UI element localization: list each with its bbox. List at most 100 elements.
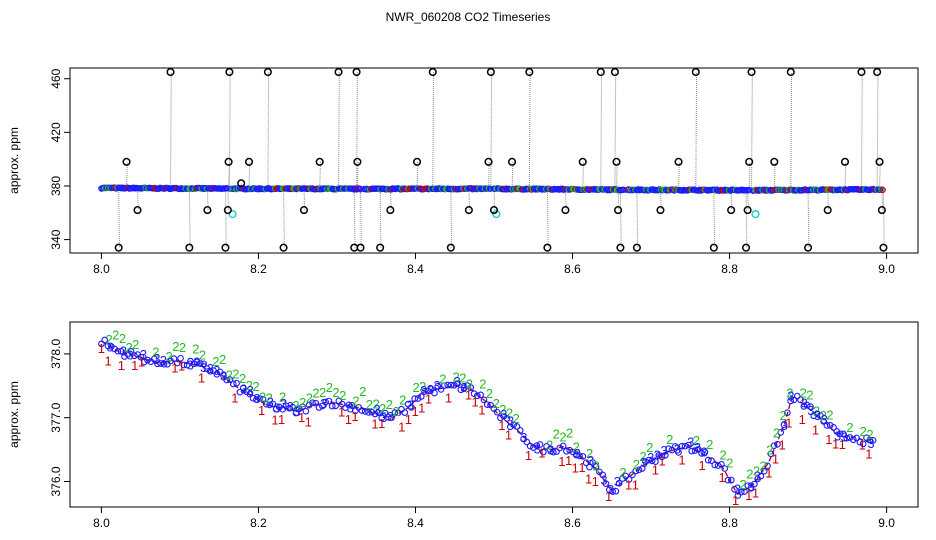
series-circle [632,467,639,475]
series-circle [813,410,821,418]
series-label-1: 1 [698,458,705,473]
spike-point [225,67,234,77]
spike-point [484,157,493,166]
series-circle [797,396,804,404]
series-label-1: 1 [799,412,806,427]
y-tick-label: 420 [49,122,63,142]
spike-line [807,189,810,248]
series-circle [516,427,524,434]
series-circle [375,409,382,416]
y-axis-label: approx. ppm [7,381,21,448]
series-label-3: 3 [834,428,841,443]
series-circle [497,414,504,422]
series-label-2: 2 [126,340,133,355]
series-circle [312,399,320,407]
series-circle [338,400,346,408]
series-circle [599,471,607,479]
spike-point [376,243,385,252]
x-tick-label: 9.0 [878,262,895,276]
series-circle [117,347,125,355]
series-label-1: 1 [418,400,425,415]
series-circle [269,400,277,408]
series-label-1: 1 [411,404,418,419]
y-tick-label: 377.0 [49,402,63,432]
spike-line [227,188,230,211]
series-label-3: 3 [734,482,741,497]
series-circle [823,422,831,429]
series-label-2: 2 [493,396,500,411]
series-label-2: 2 [312,386,319,401]
series-label-3: 3 [347,400,354,415]
series-circle [556,444,564,452]
spike-line [432,72,435,189]
series-circle [454,380,461,387]
series-label-1: 1 [338,405,345,420]
series-label-3: 3 [207,361,214,376]
spike-line [614,72,617,190]
plot-frame [69,67,919,254]
series-circle [206,367,214,375]
series-label-3: 3 [600,472,607,487]
series-label-3: 3 [640,455,647,470]
series-label-2: 2 [666,432,673,447]
series-circle [840,430,847,438]
series-label-1: 1 [765,466,772,481]
spike-point [489,206,499,215]
series-label-3: 3 [607,482,614,497]
spike-line [118,188,120,248]
spike-point [353,157,362,166]
series-label-1: 1 [718,470,725,485]
series-circle [487,401,494,409]
series-circle [605,486,613,494]
series-circle [480,396,488,404]
series-circle [724,476,732,484]
spike-point [709,243,718,252]
spike-line [283,188,285,248]
series-label-2: 2 [479,376,486,391]
series-label-2: 2 [239,371,246,386]
series-label-2: 2 [152,344,159,359]
spike-point [804,243,813,252]
series-circle [714,462,722,469]
spike-line [713,190,716,248]
series-label-2: 2 [773,425,780,440]
series-circle [457,386,465,394]
series-label-2: 2 [459,371,466,386]
series-circle [612,487,620,495]
series-circle [477,391,485,399]
series-circle [576,452,583,460]
cyan-point [492,209,501,219]
series-circle [295,405,303,413]
series-label-2: 2 [319,385,326,400]
spike-line [511,161,514,189]
series-circle [510,421,517,429]
series-label-2: 2 [586,446,593,461]
spike-line [389,188,392,211]
spike-point [464,206,473,215]
series-label-3: 3 [107,339,114,354]
series-label-1: 1 [378,416,385,431]
spike-point [224,157,233,166]
series-circle [286,404,293,412]
spike-line [126,161,128,189]
series-circle [793,392,801,400]
series-circle [774,440,781,448]
series-label-3: 3 [747,479,754,494]
series-label-2: 2 [573,440,580,455]
series-circle [718,460,725,468]
series-circle [351,407,359,415]
series-label-2: 2 [826,408,833,423]
series-label-1: 1 [658,453,665,468]
series-label-2: 2 [439,371,446,386]
baseline-point [879,186,886,194]
series-label-1: 1 [271,413,278,428]
series-label-2: 2 [132,337,139,352]
spike-point [857,67,866,77]
series-label-3: 3 [647,450,654,465]
series-label-3: 3 [660,443,667,458]
series-label-3: 3 [213,363,220,378]
series-label-3: 3 [500,407,507,422]
series-label-2: 2 [693,433,700,448]
series-circle [533,442,541,449]
series-label-3: 3 [801,395,808,410]
